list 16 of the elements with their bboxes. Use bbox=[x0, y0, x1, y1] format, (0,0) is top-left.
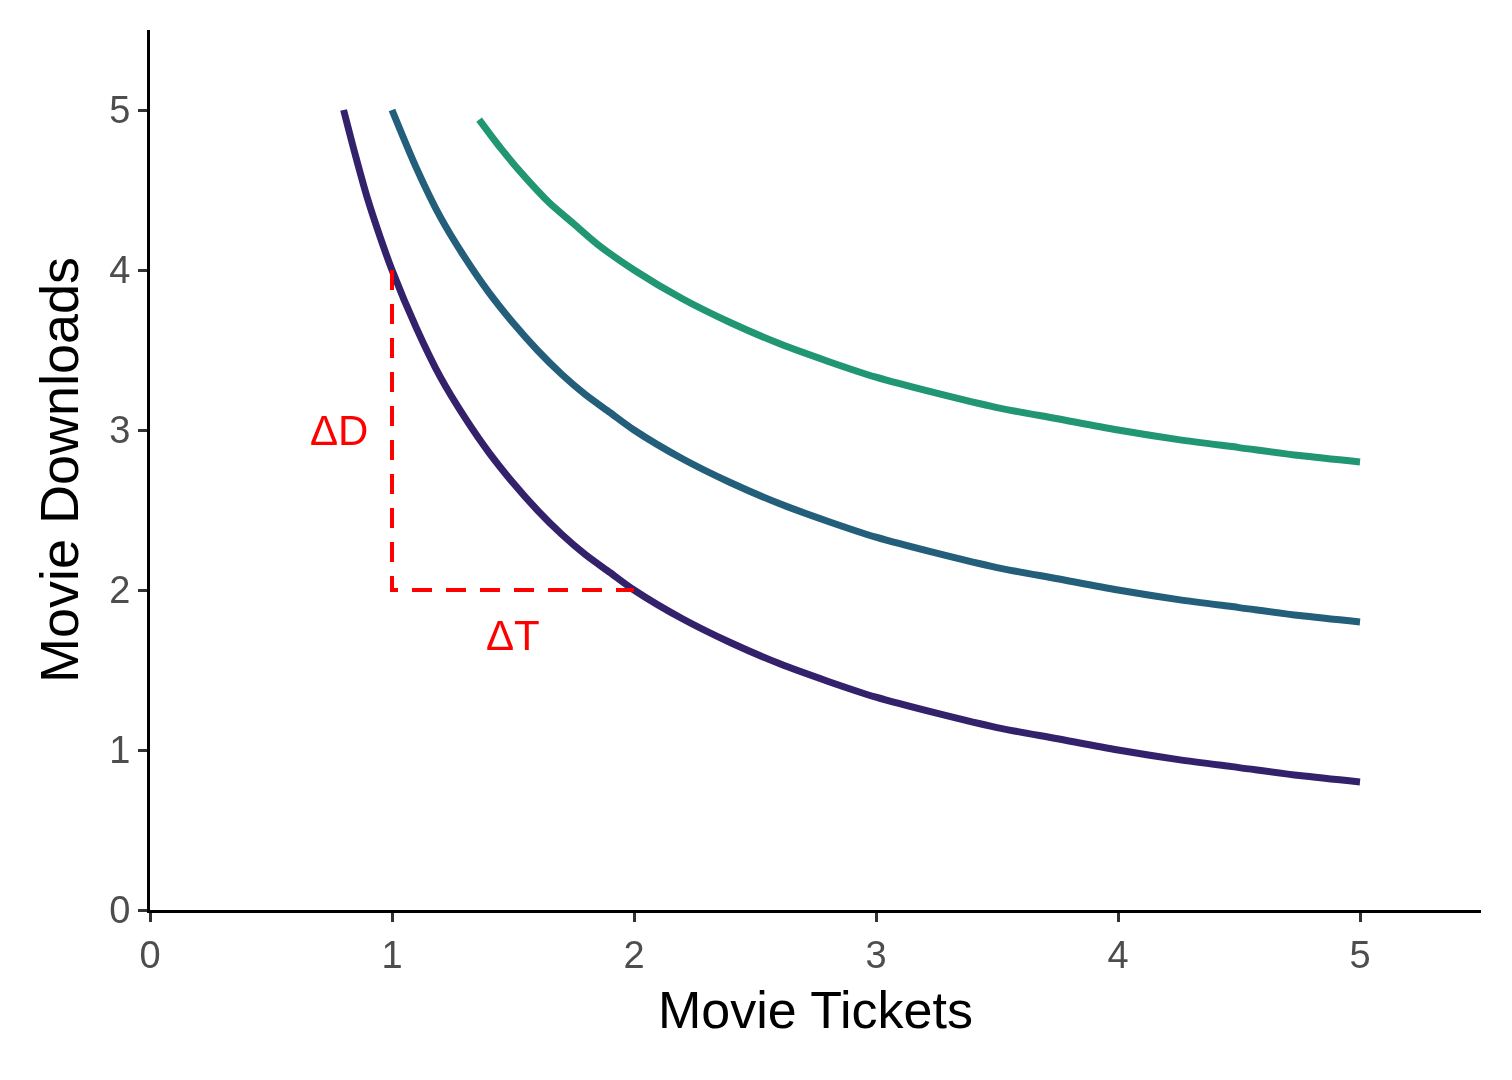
annotation: ΔT bbox=[486, 612, 540, 659]
x-tick-label: 5 bbox=[1349, 933, 1371, 976]
y-tick-label: 2 bbox=[109, 569, 131, 612]
x-tick-label: 0 bbox=[139, 933, 161, 976]
x-tick-label: 1 bbox=[381, 933, 403, 976]
y-tick-label: 3 bbox=[109, 409, 131, 452]
annotation: ΔD bbox=[310, 407, 369, 454]
y-axis-title: Movie Downloads bbox=[28, 256, 89, 684]
x-tick-label: 4 bbox=[1107, 933, 1129, 976]
x-tick-label: 2 bbox=[623, 933, 645, 976]
y-tick-label: 4 bbox=[109, 249, 131, 292]
x-tick-label: 3 bbox=[865, 933, 887, 976]
y-tick-label: 1 bbox=[109, 729, 131, 772]
y-tick-label: 0 bbox=[109, 889, 131, 932]
y-tick-label: 5 bbox=[109, 89, 131, 132]
x-axis-title: Movie Tickets bbox=[658, 981, 973, 1040]
